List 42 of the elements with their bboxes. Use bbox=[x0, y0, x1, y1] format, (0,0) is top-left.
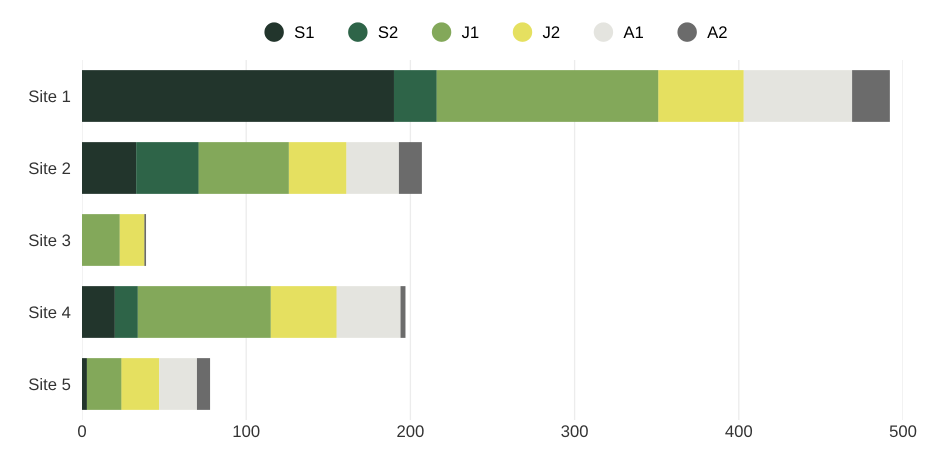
bar bbox=[159, 358, 197, 410]
bar bbox=[82, 358, 87, 410]
bar bbox=[82, 70, 394, 122]
legend-label: J2 bbox=[542, 26, 560, 38]
bar bbox=[196, 358, 210, 410]
bar bbox=[270, 286, 337, 338]
bar bbox=[120, 214, 144, 266]
x-tick-label: 100 bbox=[234, 425, 260, 438]
x-tick-label: 200 bbox=[397, 425, 424, 438]
bar bbox=[436, 70, 658, 122]
y-tick-label: Site 4 bbox=[29, 306, 70, 318]
bar bbox=[346, 142, 399, 194]
y-tick-label: Site 5 bbox=[29, 378, 70, 390]
bar bbox=[744, 70, 852, 122]
y-tick-label: Site 2 bbox=[29, 162, 70, 174]
legend-label: J1 bbox=[462, 26, 478, 38]
legend-label: S1 bbox=[294, 26, 314, 38]
bar bbox=[198, 142, 289, 194]
bar bbox=[136, 142, 199, 194]
x-tick-label: 500 bbox=[890, 425, 916, 438]
bar bbox=[658, 70, 744, 122]
bar bbox=[398, 142, 422, 194]
bar bbox=[82, 214, 120, 266]
x-tick-label: 0 bbox=[78, 425, 86, 438]
bar bbox=[394, 70, 437, 122]
bar bbox=[138, 286, 271, 338]
x-tick-label: 300 bbox=[561, 425, 588, 438]
bar bbox=[852, 70, 890, 122]
x-tick-label: 400 bbox=[725, 425, 752, 438]
y-tick-label: Site 1 bbox=[29, 90, 70, 102]
bar bbox=[86, 358, 122, 410]
legend-label: A1 bbox=[623, 26, 644, 38]
bar bbox=[82, 286, 115, 338]
y-tick-label: Site 3 bbox=[29, 234, 70, 246]
bar bbox=[82, 142, 136, 194]
legend-label: A2 bbox=[707, 26, 727, 38]
bar bbox=[400, 286, 406, 338]
bar bbox=[121, 358, 160, 410]
bar bbox=[114, 286, 138, 338]
legend-label: S2 bbox=[378, 26, 398, 38]
bar bbox=[288, 142, 346, 194]
bar bbox=[336, 286, 401, 338]
